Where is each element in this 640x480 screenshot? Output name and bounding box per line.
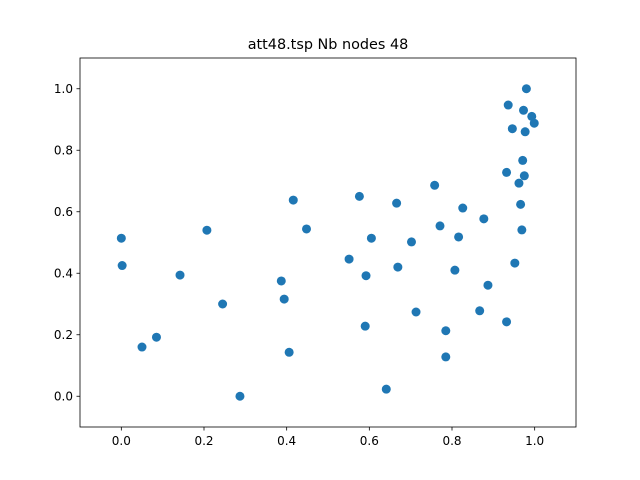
data-points <box>116 84 539 401</box>
data-point <box>441 326 451 336</box>
data-point <box>450 265 460 275</box>
x-tick-label: 0.8 <box>442 434 461 448</box>
data-point <box>518 155 528 165</box>
data-point <box>151 332 161 342</box>
y-axis: 0.0 0.2 0.4 0.6 0.8 1.0 <box>54 82 80 404</box>
data-point <box>527 111 537 121</box>
data-point <box>302 224 312 234</box>
data-point <box>354 191 364 201</box>
data-point <box>288 195 298 205</box>
data-point <box>218 299 228 309</box>
data-point <box>458 203 468 213</box>
data-point <box>235 391 245 401</box>
data-point <box>137 342 147 352</box>
y-tick-label: 0.4 <box>54 267 73 281</box>
data-point <box>503 100 513 110</box>
data-point <box>279 294 289 304</box>
data-point <box>284 347 294 357</box>
data-point <box>411 307 421 317</box>
data-point <box>435 221 445 231</box>
data-point <box>516 199 526 209</box>
y-tick-label: 0.2 <box>54 328 73 342</box>
x-tick-label: 0.0 <box>112 434 131 448</box>
data-point <box>344 254 354 264</box>
data-point <box>392 198 402 208</box>
data-point <box>529 118 539 128</box>
x-tick-label: 1.0 <box>525 434 544 448</box>
data-point <box>502 167 512 177</box>
data-point <box>475 306 485 316</box>
data-point <box>519 171 529 181</box>
data-point <box>479 214 489 224</box>
data-point <box>366 233 376 243</box>
data-point <box>430 180 440 190</box>
data-point <box>276 276 286 286</box>
y-tick-label: 0.0 <box>54 390 73 404</box>
plot-area-frame <box>79 57 577 428</box>
data-point <box>361 271 371 281</box>
data-point <box>454 232 464 242</box>
data-point <box>175 270 185 280</box>
data-point <box>117 261 127 271</box>
data-point <box>514 178 524 188</box>
data-point <box>406 237 416 247</box>
data-point <box>520 127 530 137</box>
y-tick-label: 0.6 <box>54 205 73 219</box>
y-tick-label: 1.0 <box>54 82 73 96</box>
data-point <box>521 84 531 94</box>
data-point <box>502 317 512 327</box>
x-tick-label: 0.6 <box>360 434 379 448</box>
data-point <box>519 105 529 115</box>
data-point <box>360 321 370 331</box>
data-point <box>381 384 391 394</box>
data-point <box>441 352 451 362</box>
data-point <box>116 233 126 243</box>
data-point <box>517 225 527 235</box>
chart-title: att48.tsp Nb nodes 48 <box>248 37 409 53</box>
data-point <box>483 280 493 290</box>
y-tick-label: 0.8 <box>54 144 73 158</box>
x-axis: 0.0 0.2 0.4 0.6 0.8 1.0 <box>112 427 544 448</box>
x-tick-label: 0.4 <box>277 434 296 448</box>
x-tick-label: 0.2 <box>194 434 213 448</box>
data-point <box>202 225 212 235</box>
data-point <box>393 262 403 272</box>
data-point <box>510 258 520 268</box>
data-point <box>507 124 517 134</box>
